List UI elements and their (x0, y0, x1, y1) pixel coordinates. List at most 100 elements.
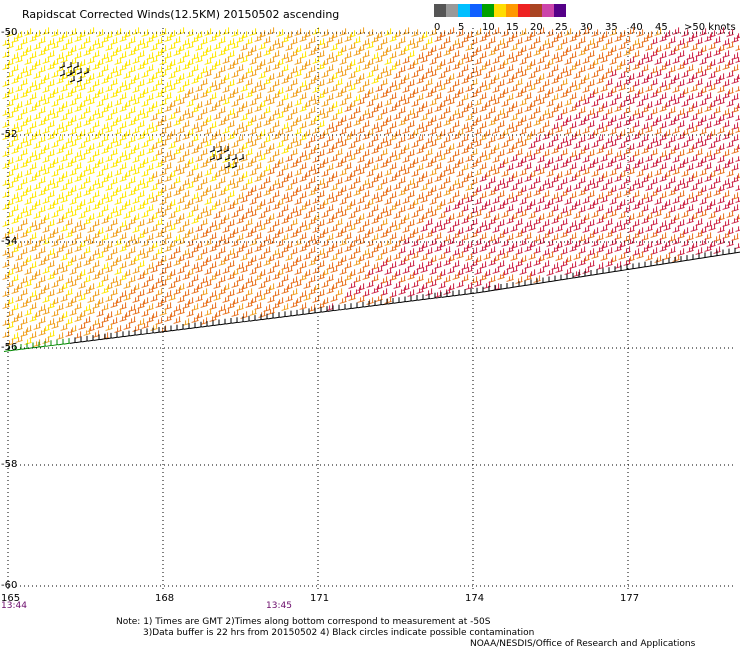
wind-barb (425, 107, 433, 115)
lon-label-174: 174 (465, 593, 485, 604)
wind-barb (501, 99, 509, 107)
wind-barb (524, 162, 532, 170)
wind-barb (735, 45, 740, 51)
wind-barb (591, 128, 599, 136)
wind-barb (47, 202, 55, 210)
wind-barb (501, 87, 509, 95)
wind-barb (308, 48, 316, 56)
wind-barb (632, 161, 640, 169)
wind-barb (6, 70, 14, 78)
wind-barb (506, 204, 514, 212)
wind-barb (564, 57, 572, 65)
wind-barb (267, 167, 275, 175)
wind-barb (591, 181, 599, 189)
wind-barb (717, 44, 725, 52)
wind-barb (168, 269, 176, 277)
wind-barb (690, 113, 698, 121)
wind-barb (137, 219, 145, 227)
wind-barb (569, 162, 577, 170)
wind-barb (119, 63, 127, 71)
wind-barb (564, 86, 572, 94)
wind-barb (213, 211, 221, 219)
wind-barb (672, 196, 680, 204)
wind-barb (299, 232, 307, 240)
wind-barb (92, 38, 100, 46)
wind-barb (582, 44, 590, 52)
wind-barb (555, 224, 563, 232)
wind-barb (353, 77, 361, 85)
wind-barb (641, 175, 649, 183)
wind-barb (65, 259, 73, 267)
wind-barb (159, 168, 167, 176)
wind-barb (209, 302, 217, 310)
wind-barb (11, 52, 19, 60)
wind-barb (420, 282, 428, 290)
wind-barb (560, 66, 568, 74)
wind-barb (456, 227, 464, 235)
wind-barb (249, 267, 257, 275)
wind-barb (587, 178, 595, 186)
wind-barb (434, 34, 442, 42)
wind-barb (479, 63, 487, 71)
wind-barb (506, 146, 514, 154)
wind-barb (371, 163, 379, 171)
wind-barb (663, 182, 671, 190)
wind-barb (380, 218, 388, 226)
wind-barb (321, 41, 329, 49)
wind-barb (60, 282, 68, 290)
wind-barb (632, 219, 640, 227)
wind-barb (15, 72, 23, 80)
wind-barb (614, 232, 622, 240)
wind-barb (303, 100, 311, 108)
wind-barb (668, 164, 676, 172)
wind-barb (506, 122, 514, 130)
wind-barb (150, 113, 158, 121)
wind-barb (677, 132, 685, 140)
wind-barb (353, 275, 361, 283)
wind-barb (645, 183, 653, 191)
wind-barb (96, 140, 104, 148)
edge-wind-barb (411, 295, 419, 302)
wind-barb (555, 43, 563, 51)
wind-barb (560, 206, 568, 214)
wind-barb (186, 70, 194, 78)
wind-barb (497, 219, 505, 227)
wind-barb (231, 227, 239, 235)
wind-barb (245, 276, 253, 284)
wind-barb (587, 190, 595, 198)
wind-barb (668, 147, 676, 155)
wind-barb (668, 234, 676, 242)
wind-barb (420, 183, 428, 191)
wind-barb (362, 248, 370, 256)
wind-barb (110, 148, 118, 156)
wind-barb (11, 175, 19, 183)
wind-barb (245, 136, 253, 144)
wind-barb (627, 196, 635, 204)
wind-barb (713, 188, 721, 196)
wind-barb (60, 171, 68, 179)
wind-barb (92, 318, 100, 326)
edge-wind-barb (717, 249, 725, 257)
wind-barb (447, 85, 455, 93)
wind-barb (605, 230, 613, 238)
wind-barb (60, 241, 68, 249)
wind-barb (245, 230, 253, 238)
wind-barb (375, 31, 383, 39)
wind-barb (681, 111, 689, 119)
wind-barb (164, 261, 172, 269)
wind-barb (528, 30, 536, 38)
wind-barb (470, 107, 478, 115)
wind-barb (384, 296, 392, 304)
wind-barb (74, 92, 82, 100)
wind-barb (564, 209, 572, 217)
wind-barb (420, 43, 428, 51)
wind-barb (627, 27, 635, 35)
wind-barb (263, 217, 271, 225)
wind-barb (695, 189, 703, 197)
wind-barb (551, 233, 559, 241)
wind-barb (330, 55, 338, 63)
wind-barb (254, 290, 262, 298)
wind-barb (537, 126, 545, 134)
wind-barb (411, 268, 419, 276)
wind-barb (74, 302, 82, 310)
